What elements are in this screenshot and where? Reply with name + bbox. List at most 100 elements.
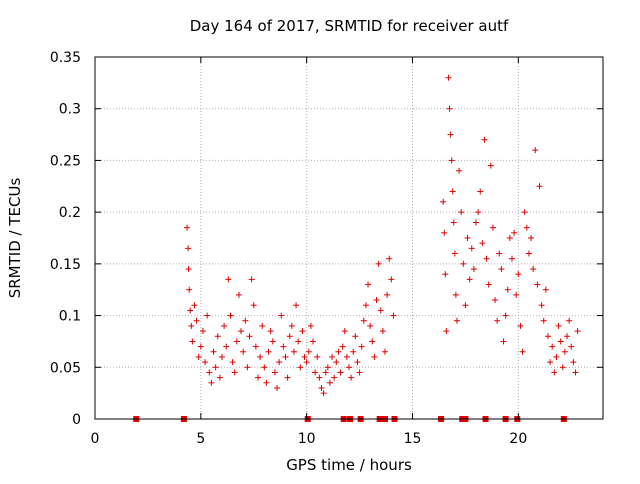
data-point	[381, 348, 388, 355]
data-point	[460, 260, 467, 267]
data-point	[197, 343, 204, 350]
data-point	[568, 343, 575, 350]
data-point	[233, 338, 240, 345]
data-point	[369, 338, 376, 345]
data-point	[356, 369, 363, 376]
data-point	[324, 364, 331, 371]
data-point	[199, 328, 206, 335]
data-point	[500, 338, 507, 345]
data-point	[185, 245, 192, 252]
data-point	[549, 343, 556, 350]
y-tick-label: 0.2	[59, 205, 81, 221]
data-point	[515, 271, 522, 278]
data-point	[212, 364, 219, 371]
y-tick-label: 0.35	[50, 50, 81, 66]
y-tick-label: 0	[72, 412, 81, 428]
data-point	[574, 328, 581, 335]
data-point	[557, 338, 564, 345]
data-point	[517, 322, 524, 329]
data-point	[442, 271, 449, 278]
data-point	[547, 359, 554, 366]
data-point	[570, 359, 577, 366]
data-point	[458, 209, 465, 216]
data-point	[502, 312, 509, 319]
data-point	[246, 333, 253, 340]
data-point	[301, 353, 308, 360]
data-point	[525, 250, 532, 257]
data-point	[377, 307, 384, 314]
data-point	[492, 297, 499, 304]
data-point	[208, 379, 215, 386]
data-point	[307, 322, 314, 329]
data-point	[293, 302, 300, 309]
data-point	[295, 338, 302, 345]
data-point	[468, 245, 475, 252]
data-point	[450, 219, 457, 226]
data-point	[186, 286, 193, 293]
data-point	[504, 286, 511, 293]
data-point	[566, 317, 573, 324]
data-point	[466, 276, 473, 283]
data-point	[386, 255, 393, 262]
data-point	[187, 307, 194, 314]
data-point	[312, 369, 319, 376]
data-point	[284, 374, 291, 381]
data-point	[485, 281, 492, 288]
data-point	[335, 348, 342, 355]
data-point	[473, 219, 479, 226]
data-point	[464, 235, 471, 241]
x-tick-label: 0	[91, 431, 100, 447]
data-point	[498, 266, 505, 273]
data-point	[263, 379, 270, 386]
data-point	[551, 369, 558, 376]
data-point	[267, 328, 274, 335]
x-tick-label: 15	[404, 431, 422, 447]
data-point	[276, 359, 283, 366]
data-point	[534, 281, 541, 288]
data-point	[305, 348, 312, 355]
data-point	[188, 322, 195, 329]
data-point	[523, 224, 530, 231]
data-point	[316, 374, 323, 381]
data-point	[333, 359, 340, 366]
data-point	[274, 384, 281, 391]
data-point	[542, 286, 549, 293]
data-point	[479, 240, 486, 247]
data-point	[538, 302, 545, 309]
data-point	[470, 266, 477, 273]
data-point	[337, 369, 344, 376]
data-point	[544, 333, 551, 340]
data-point	[388, 276, 395, 283]
data-point	[303, 359, 310, 366]
data-point	[440, 198, 447, 205]
data-point	[462, 302, 469, 309]
data-point	[521, 209, 528, 216]
y-tick-label: 0.05	[50, 360, 81, 376]
data-point	[343, 353, 350, 360]
data-point	[290, 348, 297, 355]
data-point	[354, 359, 361, 366]
data-point	[489, 224, 496, 231]
data-point	[445, 74, 452, 81]
data-point	[384, 291, 391, 298]
plot-frame	[94, 56, 604, 420]
data-point	[483, 255, 490, 262]
data-point	[261, 364, 268, 371]
data-point	[259, 322, 266, 329]
data-point	[350, 348, 357, 355]
data-point	[320, 390, 327, 397]
data-point	[257, 353, 264, 360]
data-point	[448, 157, 455, 164]
data-point	[288, 322, 295, 329]
data-point	[561, 348, 568, 355]
data-point	[511, 229, 518, 236]
data-point	[375, 260, 382, 267]
data-point	[229, 359, 236, 366]
data-point	[210, 348, 217, 355]
data-point	[360, 317, 367, 324]
y-axis-label: SRMTID / TECUs	[6, 178, 24, 299]
data-point	[265, 348, 272, 355]
